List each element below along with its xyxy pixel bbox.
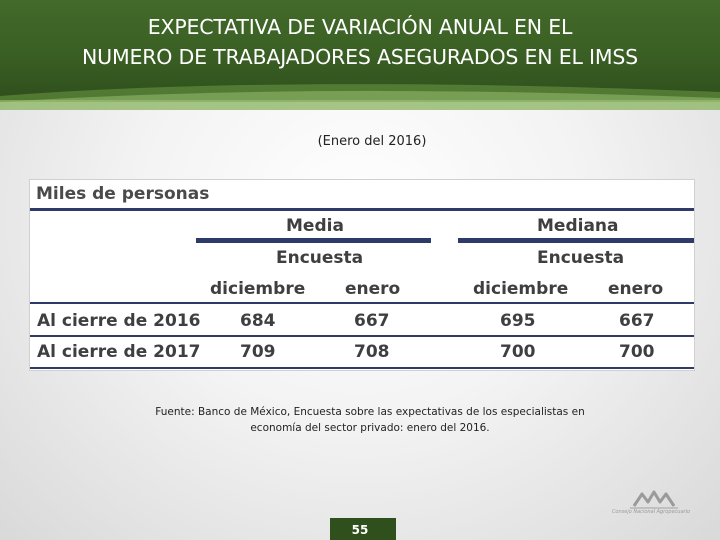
media-group-rule	[196, 238, 431, 243]
organization-logo-icon	[630, 490, 678, 509]
expectations-table: Miles de personas Media Mediana Encuesta…	[29, 179, 695, 371]
source-note: Fuente: Banco de México, Encuesta sobre …	[110, 404, 630, 436]
subtitle: (Enero del 2016)	[317, 134, 427, 149]
source-note-line-1: Fuente: Banco de México, Encuesta sobre …	[155, 406, 585, 418]
group-header-mediana: Mediana	[537, 216, 619, 236]
column-header-enero-mediana: enero	[608, 279, 664, 299]
table-cell: 700	[500, 342, 536, 362]
table-row-rule	[30, 335, 694, 337]
table-cell: 709	[240, 342, 276, 362]
page-title: EXPECTATIVA DE VARIACIÓN ANUAL EN EL NUM…	[0, 12, 720, 72]
row-label: Al cierre de 2017	[37, 342, 201, 362]
page-title-line-1: EXPECTATIVA DE VARIACIÓN ANUAL EN EL	[147, 15, 573, 39]
page-number-tab	[330, 518, 396, 540]
title-bar: EXPECTATIVA DE VARIACIÓN ANUAL EN EL NUM…	[0, 0, 720, 110]
column-header-enero-media: enero	[345, 279, 401, 299]
table-top-rule	[30, 208, 694, 211]
table-cell: 684	[240, 311, 276, 331]
table-cell: 695	[500, 311, 536, 331]
table-cell: 708	[354, 342, 390, 362]
logo-caption: Consejo Nacional Agropecuario	[611, 509, 691, 515]
column-header-diciembre-media: diciembre	[210, 279, 306, 299]
column-header-diciembre-mediana: diciembre	[473, 279, 569, 299]
header-swoosh-decoration	[0, 84, 720, 110]
table-header-rule	[30, 302, 694, 304]
subheader-encuesta-mediana: Encuesta	[537, 248, 625, 268]
table-bottom-rule	[30, 367, 694, 369]
page-number: 55	[351, 523, 369, 537]
table-title: Miles de personas	[36, 184, 210, 204]
table-cell: 667	[619, 311, 655, 331]
subheader-encuesta-media: Encuesta	[276, 248, 364, 268]
page-title-line-2: NUMERO DE TRABAJADORES ASEGURADOS EN EL …	[82, 45, 638, 69]
table-cell: 700	[619, 342, 655, 362]
table-cell: 667	[354, 311, 390, 331]
mediana-group-rule	[458, 238, 694, 243]
row-label: Al cierre de 2016	[37, 311, 201, 331]
group-header-media: Media	[286, 216, 344, 236]
source-note-line-2: economía del sector privado: enero del 2…	[250, 422, 490, 434]
